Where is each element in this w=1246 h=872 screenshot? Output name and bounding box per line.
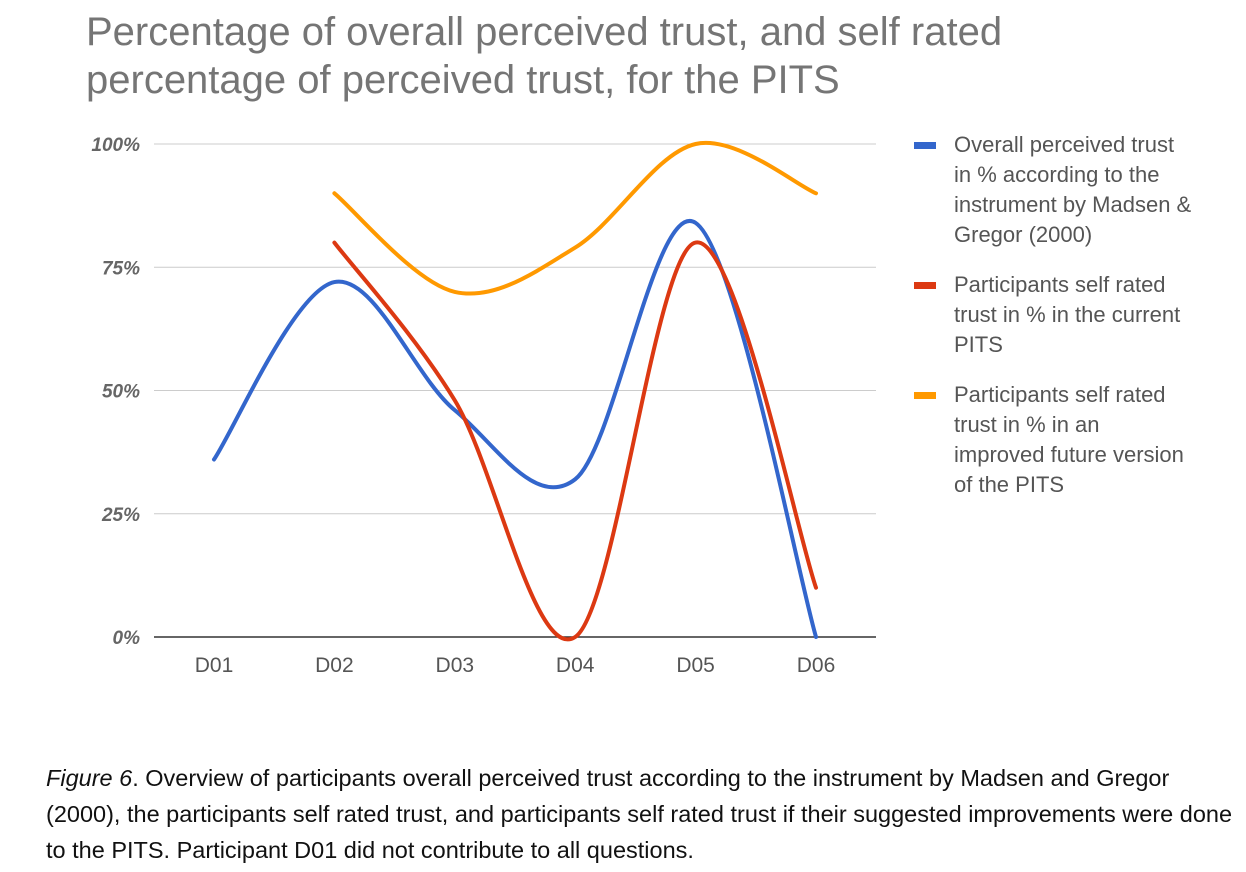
series-lines [212,140,818,642]
y-tick-label: 50% [102,382,140,403]
x-tick-label: D03 [436,654,475,677]
series-line-3 [332,140,818,296]
caption-text: . Overview of participants overall perce… [46,765,1233,863]
legend-label-line: PITS [954,332,1003,357]
figure-label: Figure 6 [46,765,133,791]
legend-label-line: instrument by Madsen & [954,192,1192,217]
legend-swatch [914,282,936,289]
legend-label-line: Participants self rated [954,382,1166,407]
legend-label-line: Overall perceived trust [954,132,1175,157]
gridlines [154,143,876,638]
chart-title-line-2: percentage of perceived trust, for the P… [86,58,840,102]
x-tick-label: D01 [195,654,234,677]
legend-label-line: improved future version [954,442,1184,467]
y-tick-label: 0% [113,628,141,649]
chart-title-line-1: Percentage of overall perceived trust, a… [86,10,1003,54]
x-tick-label: D05 [676,654,715,677]
legend-item-3: Participants self rated trust in % in an i… [914,380,1234,500]
chart-title: Percentage of overall perceived trust, a… [86,8,1086,104]
legend-label-line: Participants self rated [954,272,1166,297]
y-tick-label: 75% [102,258,140,279]
legend-swatch [914,142,936,149]
legend-label-line: Gregor (2000) [954,222,1093,247]
legend-label-line: in % according to the [954,162,1160,187]
x-axis-ticks: D01 D02 D03 D04 D05 D06 [195,654,836,677]
y-axis-ticks: 0% 25% 50% 75% 100% [91,135,140,649]
legend-swatch [914,392,936,399]
x-tick-label: D04 [556,654,595,677]
series-line-1 [212,219,818,639]
legend-label-line: trust in % in an [954,412,1100,437]
x-tick-label: D02 [315,654,354,677]
y-tick-label: 100% [91,135,140,156]
legend-label-line: of the PITS [954,472,1065,497]
figure-caption: Figure 6. Overview of participants overa… [46,760,1236,868]
x-tick-label: D06 [797,654,836,677]
legend: Overall perceived trust in % according to… [914,130,1234,520]
legend-item-2: Participants self rated trust in % in the… [914,270,1234,360]
legend-item-1: Overall perceived trust in % according to… [914,130,1234,250]
series-line-2 [332,240,818,642]
y-tick-label: 25% [101,505,140,526]
legend-label-line: trust in % in the current [954,302,1181,327]
